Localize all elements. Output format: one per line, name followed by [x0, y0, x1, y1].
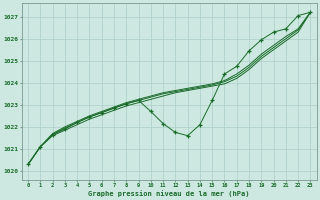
X-axis label: Graphe pression niveau de la mer (hPa): Graphe pression niveau de la mer (hPa)	[89, 190, 250, 197]
